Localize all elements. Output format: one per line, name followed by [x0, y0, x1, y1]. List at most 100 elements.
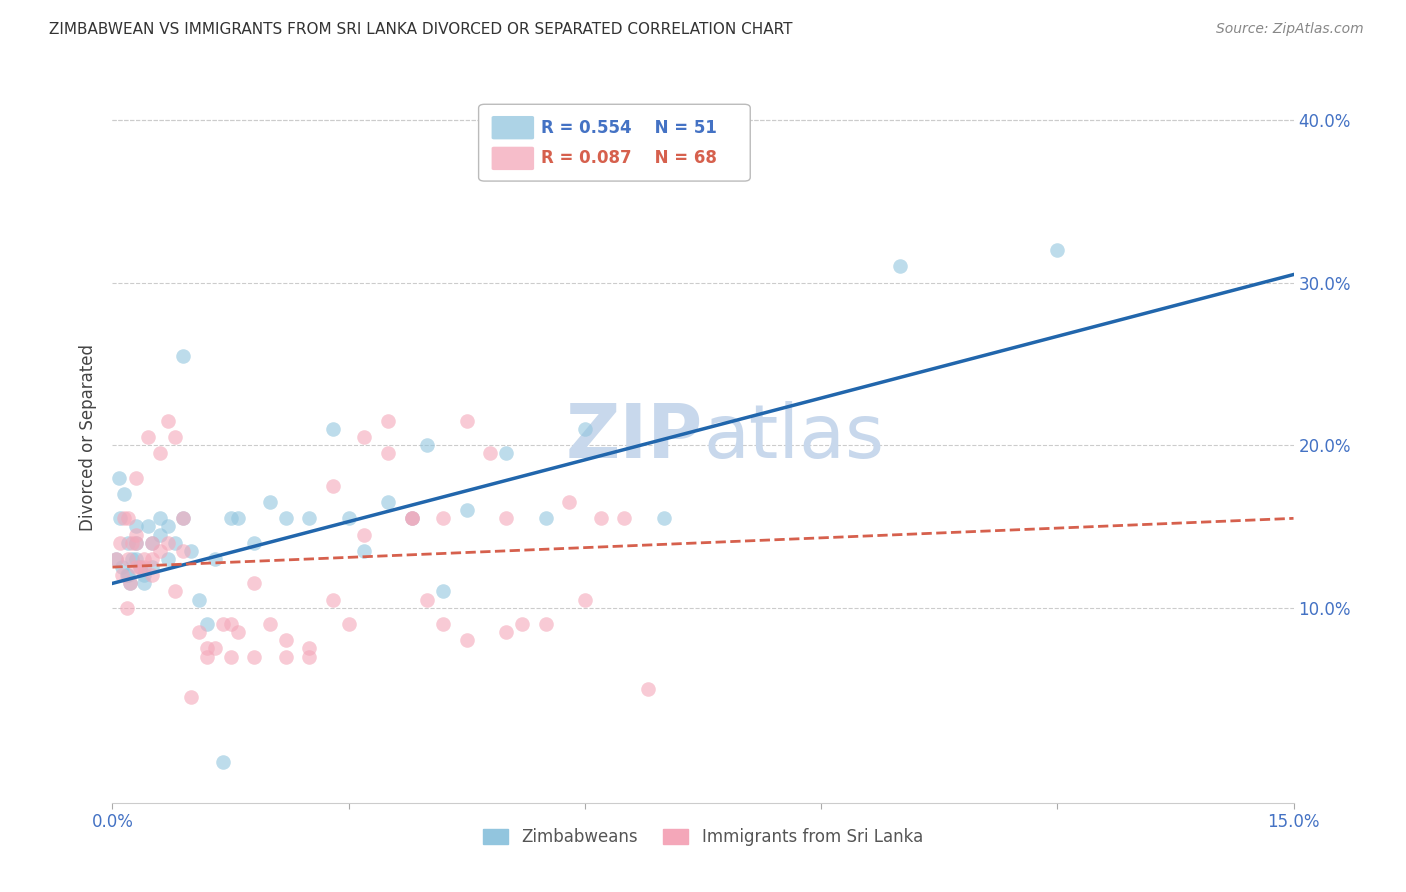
Point	[121, 535, 143, 549]
Text: R = 0.554    N = 51: R = 0.554 N = 51	[541, 119, 717, 136]
Point	[110, 535, 132, 549]
Point	[141, 535, 163, 549]
Point	[558, 495, 581, 509]
Point	[105, 552, 128, 566]
Point	[298, 641, 321, 656]
Point	[510, 617, 533, 632]
Point	[204, 552, 226, 566]
Point	[121, 552, 143, 566]
Text: Source: ZipAtlas.com: Source: ZipAtlas.com	[1216, 22, 1364, 37]
Point	[141, 568, 163, 582]
Text: ZIP: ZIP	[565, 401, 703, 474]
Point	[125, 535, 148, 549]
Point	[110, 511, 132, 525]
Point	[132, 560, 155, 574]
Point	[125, 535, 148, 549]
Point	[652, 511, 675, 525]
Point	[219, 649, 242, 664]
Point	[322, 479, 344, 493]
Point	[115, 568, 138, 582]
Point	[125, 471, 148, 485]
Point	[156, 414, 179, 428]
Point	[118, 576, 141, 591]
Point	[298, 649, 321, 664]
Point	[125, 560, 148, 574]
Point	[534, 617, 557, 632]
Text: ZIMBABWEAN VS IMMIGRANTS FROM SRI LANKA DIVORCED OR SEPARATED CORRELATION CHART: ZIMBABWEAN VS IMMIGRANTS FROM SRI LANKA …	[49, 22, 793, 37]
Point	[180, 544, 202, 558]
Point	[165, 584, 187, 599]
Point	[274, 649, 297, 664]
Point	[156, 535, 179, 549]
Point	[574, 422, 596, 436]
Point	[889, 260, 911, 274]
Point	[117, 568, 139, 582]
Point	[132, 576, 155, 591]
Point	[353, 527, 375, 541]
Point	[118, 576, 141, 591]
Point	[456, 633, 478, 648]
Point	[432, 511, 454, 525]
Point	[136, 519, 159, 533]
Point	[589, 511, 612, 525]
Point	[129, 560, 152, 574]
Point	[259, 495, 281, 509]
Point	[165, 430, 187, 444]
FancyBboxPatch shape	[478, 104, 751, 181]
Point	[149, 544, 172, 558]
Point	[211, 755, 233, 769]
Point	[432, 617, 454, 632]
Point	[243, 535, 266, 549]
Point	[180, 690, 202, 705]
Point	[172, 511, 194, 525]
Point	[188, 625, 211, 640]
Point	[495, 511, 517, 525]
Point	[105, 552, 128, 566]
Point	[149, 446, 172, 460]
Point	[432, 584, 454, 599]
Point	[112, 511, 135, 525]
Point	[228, 625, 250, 640]
Point	[377, 414, 399, 428]
Point	[637, 681, 659, 696]
Point	[204, 641, 226, 656]
Point	[274, 633, 297, 648]
Point	[149, 511, 172, 525]
Point	[117, 511, 139, 525]
Point	[456, 414, 478, 428]
Point	[136, 430, 159, 444]
Point	[401, 511, 423, 525]
Point	[141, 552, 163, 566]
Point	[172, 544, 194, 558]
Point	[337, 617, 360, 632]
FancyBboxPatch shape	[492, 146, 534, 170]
Point	[377, 446, 399, 460]
Point	[165, 535, 187, 549]
Point	[132, 568, 155, 582]
Point	[495, 446, 517, 460]
Point	[219, 617, 242, 632]
Point	[353, 430, 375, 444]
Point	[195, 617, 218, 632]
Point	[377, 495, 399, 509]
Point	[172, 349, 194, 363]
Point	[156, 519, 179, 533]
Text: atlas: atlas	[703, 401, 884, 474]
Point	[259, 617, 281, 632]
Point	[1046, 243, 1069, 257]
Point	[298, 511, 321, 525]
Point	[129, 560, 152, 574]
Point	[188, 592, 211, 607]
FancyBboxPatch shape	[492, 116, 534, 139]
Point	[456, 503, 478, 517]
Point	[534, 511, 557, 525]
Point	[322, 592, 344, 607]
Point	[219, 511, 242, 525]
Point	[125, 527, 148, 541]
Point	[353, 544, 375, 558]
Point	[243, 649, 266, 664]
Point	[111, 560, 134, 574]
Point	[274, 511, 297, 525]
Point	[613, 511, 636, 525]
Point	[195, 641, 218, 656]
